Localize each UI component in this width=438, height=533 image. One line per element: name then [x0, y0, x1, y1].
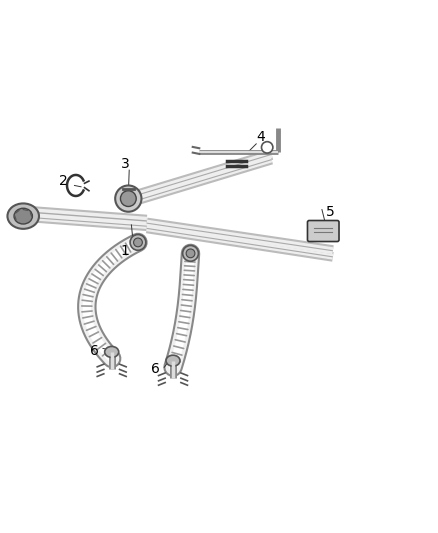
Text: 1: 1	[120, 244, 129, 258]
Ellipse shape	[7, 204, 39, 229]
Text: 6: 6	[90, 344, 99, 358]
Text: 6: 6	[151, 362, 160, 376]
Circle shape	[186, 249, 195, 258]
Circle shape	[115, 185, 141, 212]
FancyBboxPatch shape	[307, 221, 339, 241]
Circle shape	[261, 142, 273, 153]
Text: 5: 5	[326, 205, 335, 219]
Ellipse shape	[105, 346, 119, 358]
Text: 4: 4	[256, 130, 265, 144]
Circle shape	[130, 235, 146, 251]
Circle shape	[134, 238, 142, 247]
Circle shape	[120, 191, 136, 206]
Ellipse shape	[14, 208, 32, 224]
Text: 2: 2	[59, 174, 68, 188]
Ellipse shape	[166, 355, 180, 366]
Circle shape	[183, 246, 198, 261]
Text: 3: 3	[120, 157, 129, 171]
